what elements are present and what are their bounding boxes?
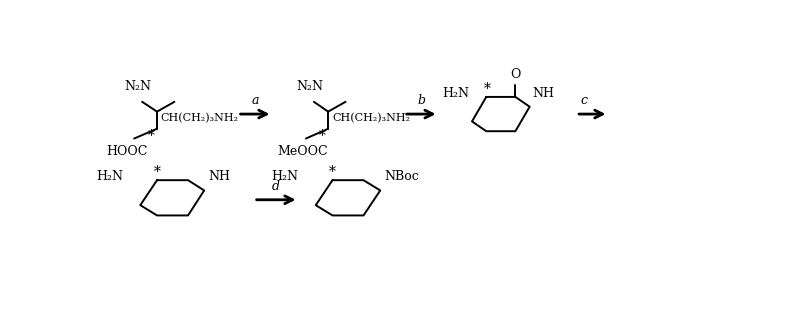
Text: HOOC: HOOC xyxy=(106,145,147,158)
Text: CH(CH₂)₃NH₂: CH(CH₂)₃NH₂ xyxy=(161,113,238,124)
Text: CH(CH₂)₃NH₂: CH(CH₂)₃NH₂ xyxy=(332,113,410,124)
Text: *: * xyxy=(483,82,490,96)
Text: NBoc: NBoc xyxy=(384,170,418,183)
Text: b: b xyxy=(417,94,425,107)
Text: N₂N: N₂N xyxy=(296,80,323,93)
Text: O: O xyxy=(510,68,521,81)
Text: NH: NH xyxy=(533,87,554,100)
Text: a: a xyxy=(251,94,258,107)
Text: H₂N: H₂N xyxy=(97,170,123,183)
Text: d: d xyxy=(272,180,280,193)
Text: *: * xyxy=(319,129,326,143)
Text: *: * xyxy=(148,129,154,143)
Text: *: * xyxy=(154,165,161,179)
Text: MeOOC: MeOOC xyxy=(278,145,328,158)
Text: H₂N: H₂N xyxy=(442,87,470,100)
Text: H₂N: H₂N xyxy=(271,170,298,183)
Text: N₂N: N₂N xyxy=(125,80,152,93)
Text: *: * xyxy=(329,165,336,179)
Text: NH: NH xyxy=(209,170,230,183)
Text: c: c xyxy=(580,94,587,107)
